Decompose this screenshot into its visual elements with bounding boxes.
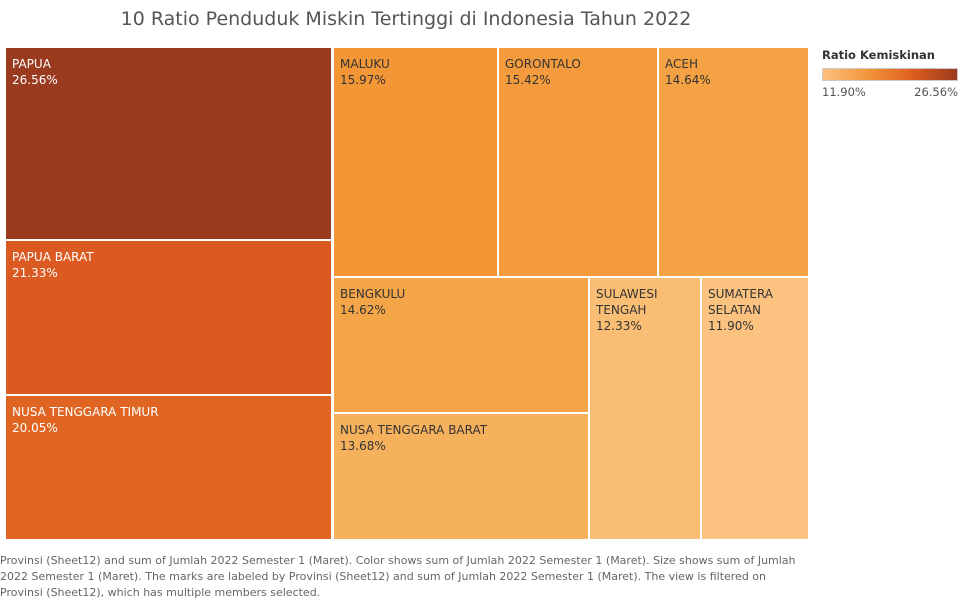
legend-labels: 11.90% 26.56% (822, 85, 958, 99)
tile-value-label: 14.62% (340, 303, 386, 317)
tile-name-label: SUMATERA SELATAN (708, 287, 774, 317)
legend-max-label: 26.56% (914, 85, 958, 99)
tile-name-label: PAPUA BARAT (12, 250, 94, 264)
chart-title: 10 Ratio Penduduk Miskin Tertinggi di In… (120, 8, 692, 30)
tile-name-label: GORONTALO (505, 57, 581, 71)
treemap-tile-aceh[interactable]: ACEH 14.64% (658, 47, 809, 277)
treemap-tile-papua-barat[interactable]: PAPUA BARAT 21.33% (5, 240, 332, 395)
tile-value-label: 14.64% (665, 73, 711, 87)
tile-value-label: 20.05% (12, 421, 58, 435)
color-legend: Ratio Kemiskinan 11.90% 26.56% (822, 48, 962, 99)
treemap-tile-nusa-tenggara-timur[interactable]: NUSA TENGGARA TIMUR 20.05% (5, 395, 332, 540)
tile-value-label: 21.33% (12, 266, 58, 280)
tile-value-label: 11.90% (708, 319, 754, 333)
treemap-tile-sulawesi-tengah[interactable]: SULAWESI TENGAH 12.33% (589, 277, 701, 540)
tile-value-label: 13.68% (340, 439, 386, 453)
treemap-tile-gorontalo[interactable]: GORONTALO 15.42% (498, 47, 658, 277)
tile-value-label: 12.33% (596, 319, 642, 333)
legend-min-label: 11.90% (822, 85, 866, 99)
tile-name-label: SULAWESI TENGAH (596, 287, 658, 317)
tile-value-label: 26.56% (12, 73, 58, 87)
tile-name-label: PAPUA (12, 57, 51, 71)
legend-gradient-bar (822, 68, 958, 81)
legend-title: Ratio Kemiskinan (822, 48, 935, 62)
treemap-tile-maluku[interactable]: MALUKU 15.97% (333, 47, 498, 277)
treemap-tile-nusa-tenggara-barat[interactable]: NUSA TENGGARA BARAT 13.68% (333, 413, 589, 540)
tile-name-label: ACEH (665, 57, 698, 71)
treemap-tile-bengkulu[interactable]: BENGKULU 14.62% (333, 277, 589, 413)
tile-value-label: 15.97% (340, 73, 386, 87)
tile-name-label: NUSA TENGGARA BARAT (340, 423, 488, 437)
treemap-tile-papua[interactable]: PAPUA 26.56% (5, 47, 332, 240)
tile-name-label: NUSA TENGGARA TIMUR (12, 405, 159, 419)
tile-name-label: MALUKU (340, 57, 390, 71)
treemap-tile-sumatera-selatan[interactable]: SUMATERA SELATAN 11.90% (701, 277, 809, 540)
tile-value-label: 15.42% (505, 73, 551, 87)
chart-caption: Provinsi (Sheet12) and sum of Jumlah 202… (0, 554, 796, 599)
tile-name-label: BENGKULU (340, 287, 406, 301)
